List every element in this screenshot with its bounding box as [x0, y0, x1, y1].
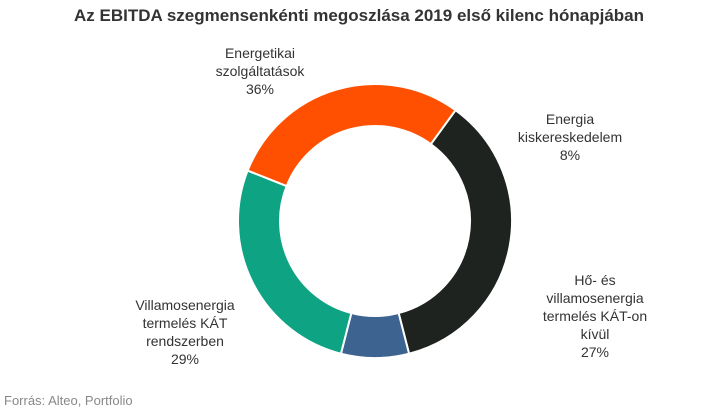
slice-label-line: kiskereskedelem: [517, 129, 623, 145]
slice-value-label: 36%: [245, 81, 275, 97]
slice-label-line: Energia: [545, 111, 595, 127]
slice-label-line: Energetikai: [224, 45, 296, 61]
slice-label-line: termelés KÁT: [142, 315, 228, 331]
slice-label-line: termelés KÁT-on: [542, 308, 648, 324]
slice-kiskereskedelem: [339, 311, 411, 359]
slice-label-kat-on-kivul: Hő- és villamosenergia termelés KÁT-on kívü…: [520, 271, 670, 361]
slice-kat-rendszerben: [246, 83, 457, 188]
slice-value-label: 29%: [170, 351, 200, 367]
slice-label-line: rendszerben: [146, 333, 224, 349]
source-note: Forrás: Alteo, Portfolio: [4, 393, 133, 408]
slice-label-line: kívül: [580, 326, 610, 342]
slice-label-kat-rendszerben: Villamosenergia termelés KÁT rendszerben 29…: [110, 296, 260, 368]
slice-energetikai: [397, 108, 513, 355]
slice-value-label: 8%: [559, 147, 581, 163]
slice-label-line: villamosenergia: [546, 290, 644, 306]
slice-label-line: szolgáltatások: [215, 63, 305, 79]
chart-title: Az EBITDA szegmensenkénti megoszlása 201…: [73, 6, 644, 25]
slice-label-line: Villamosenergia: [135, 297, 235, 313]
slice-value-label: 27%: [580, 344, 610, 360]
slice-label-energetikai: Energetikai szolgáltatások 36%: [190, 44, 330, 98]
slice-label-kiskereskedelem: Energia kiskereskedelem 8%: [500, 110, 640, 164]
slice-label-line: Hő- és: [574, 272, 616, 288]
